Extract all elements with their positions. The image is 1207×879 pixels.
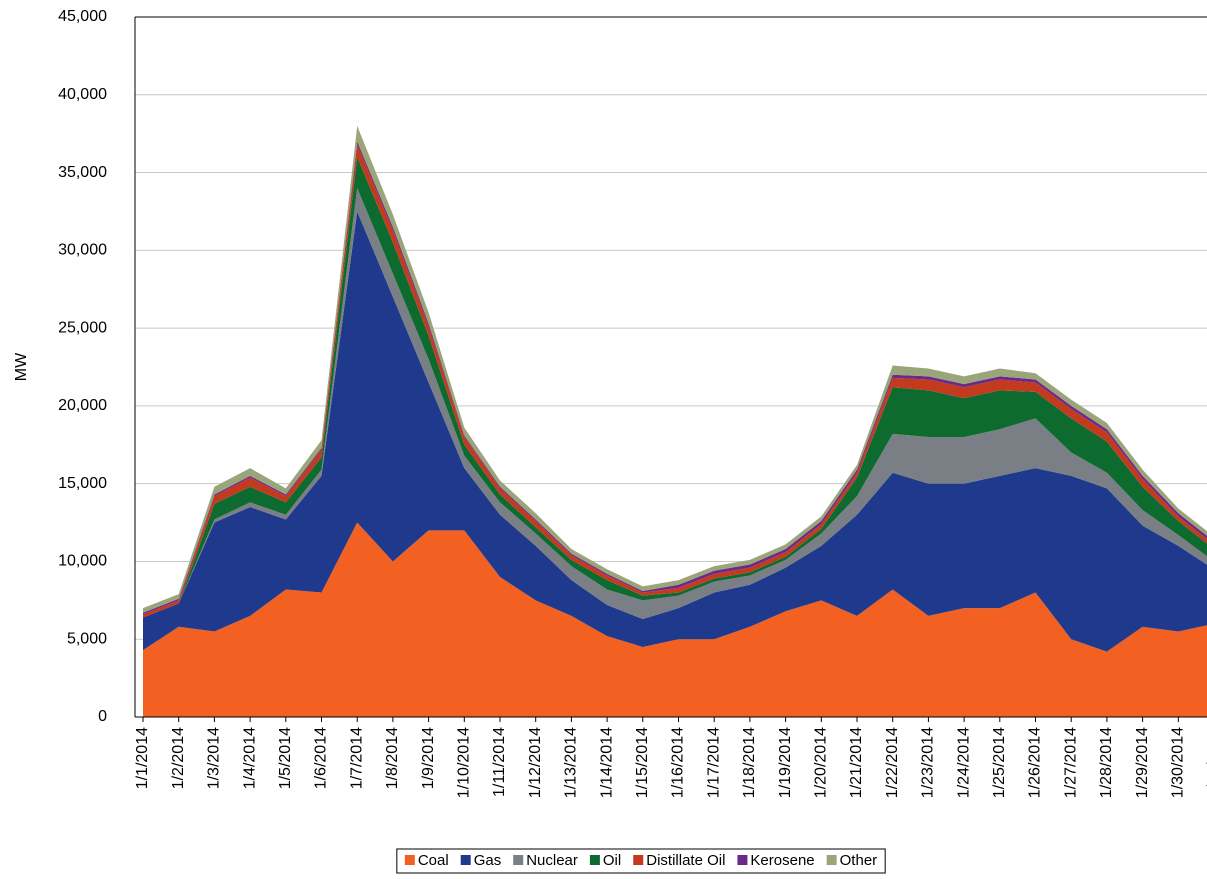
x-tick-label: 1/15/2014 xyxy=(634,727,651,798)
x-tick-label: 1/8/2014 xyxy=(384,727,401,789)
legend-label: Distillate Oil xyxy=(646,852,725,869)
legend-box xyxy=(396,848,886,874)
y-tick-label: 0 xyxy=(98,708,107,725)
y-tick-label: 20,000 xyxy=(58,397,107,414)
x-tick-label: 1/13/2014 xyxy=(563,727,580,798)
x-tick-label: 1/9/2014 xyxy=(420,727,437,789)
area xyxy=(143,144,1207,618)
x-tick-label: 1/6/2014 xyxy=(313,727,330,789)
axes: 0 5,000 10,000 15,000 20,000 25,000 30,000 35,0… xyxy=(58,8,1207,798)
legend-label: Oil xyxy=(603,852,621,869)
x-tick-label: 1/31/2014 xyxy=(1205,727,1207,798)
y-tick-label: 25,000 xyxy=(58,319,107,336)
x-tick-label: 1/29/2014 xyxy=(1134,727,1151,798)
area xyxy=(143,522,1207,717)
legend-swatch xyxy=(460,855,471,865)
legend-swatch xyxy=(513,855,524,865)
legend-label: Gas xyxy=(474,852,502,869)
y-tick-label: 30,000 xyxy=(58,242,107,259)
y-tick-label: 40,000 xyxy=(58,86,107,103)
x-tick-label: 1/21/2014 xyxy=(848,727,865,798)
x-tick-label: 1/2/2014 xyxy=(170,727,187,789)
x-tick-label: 1/3/2014 xyxy=(206,727,223,789)
y-axis-label: MW xyxy=(13,352,30,381)
legend: Coal Gas Nuclear Oil Distillate Oil Kerosene O… xyxy=(396,848,886,874)
x-tick-label: 1/26/2014 xyxy=(1027,727,1044,798)
plot-area xyxy=(143,125,1207,717)
x-tick-label: 1/4/2014 xyxy=(241,727,258,789)
legend-swatch xyxy=(404,855,415,865)
x-tick-label: 1/19/2014 xyxy=(777,727,794,798)
legend-label: Coal xyxy=(418,852,449,869)
y-tick-label: 10,000 xyxy=(58,553,107,570)
x-tick-label: 1/5/2014 xyxy=(277,727,294,789)
area xyxy=(143,211,1207,652)
legend-label: Other xyxy=(840,852,878,869)
x-tick-label: 1/20/2014 xyxy=(813,727,830,798)
x-tick-label: 1/14/2014 xyxy=(598,727,615,798)
x-tick-label: 1/12/2014 xyxy=(527,727,544,798)
x-tick-label: 1/1/2014 xyxy=(134,727,151,789)
legend-swatch xyxy=(826,855,837,865)
legend-label: Kerosene xyxy=(750,852,814,869)
x-tick-label: 1/23/2014 xyxy=(920,727,937,798)
legend-swatch xyxy=(737,855,748,865)
area xyxy=(143,141,1207,615)
x-tick-label: 1/18/2014 xyxy=(741,727,758,798)
y-tick-label: 5,000 xyxy=(67,630,107,647)
x-tick-label: 1/11/2014 xyxy=(491,727,508,797)
x-tick-label: 1/7/2014 xyxy=(348,727,365,789)
x-tick-label: 1/30/2014 xyxy=(1170,727,1187,798)
legend-swatch xyxy=(633,855,644,865)
x-tick-label: 1/10/2014 xyxy=(456,727,473,798)
x-tick-label: 1/25/2014 xyxy=(991,727,1008,798)
y-tick-label: 35,000 xyxy=(58,164,107,181)
x-tick-label: 1/27/2014 xyxy=(1062,727,1079,798)
legend-swatch xyxy=(589,855,600,865)
x-tick-label: 1/22/2014 xyxy=(884,727,901,798)
y-tick-label: 45,000 xyxy=(58,8,107,25)
y-tick-label: 15,000 xyxy=(58,475,107,492)
legend-label: Nuclear xyxy=(526,852,578,869)
x-tick-label: 1/28/2014 xyxy=(1098,727,1115,798)
x-tick-label: 1/17/2014 xyxy=(705,727,722,798)
x-tick-label: 1/16/2014 xyxy=(670,727,687,798)
x-tick-label: 1/24/2014 xyxy=(955,727,972,798)
